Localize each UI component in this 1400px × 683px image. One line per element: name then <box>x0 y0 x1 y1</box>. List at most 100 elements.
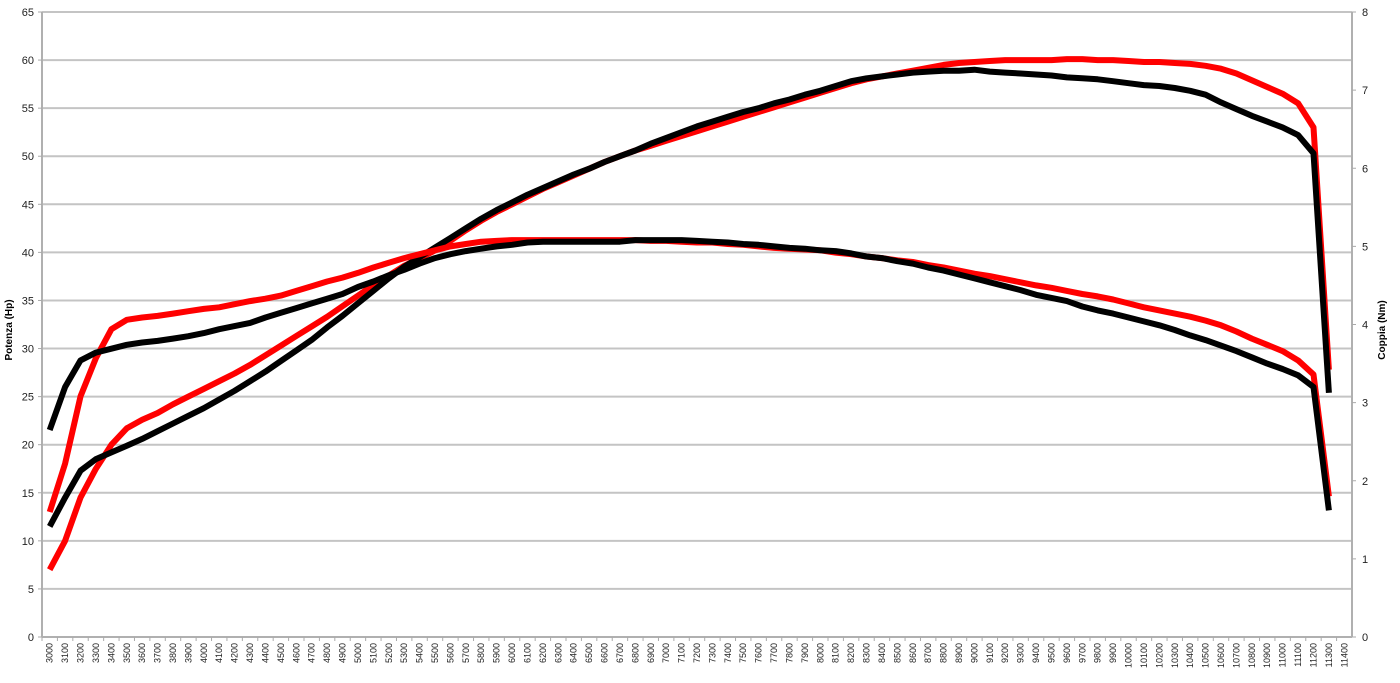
x-tick-label: 8400 <box>877 643 887 663</box>
x-tick-label: 5000 <box>353 643 363 663</box>
y-tick-label: 10 <box>22 536 34 548</box>
x-tick-label: 10300 <box>1170 643 1180 668</box>
y-tick-label: 50 <box>22 151 34 163</box>
x-tick-label: 6800 <box>630 643 640 663</box>
y2-tick-label: 3 <box>1362 398 1368 410</box>
x-tick-label: 5600 <box>445 643 455 663</box>
x-tick-label: 3900 <box>183 643 193 663</box>
x-tick-label: 4500 <box>276 643 286 663</box>
x-axis-ticks: 3000 3100 3200 3300 3400 3500 3600 3700 3800 3900… <box>41 637 1349 668</box>
x-tick-label: 10200 <box>1154 643 1164 668</box>
x-tick-label: 4100 <box>214 643 224 663</box>
x-tick-label: 6300 <box>553 643 563 663</box>
left-axis-ticks: 0 5 10 15 20 25 30 35 40 45 50 55 60 65 <box>22 7 42 644</box>
x-tick-label: 7500 <box>738 643 748 663</box>
x-tick-label: 9400 <box>1031 643 1041 663</box>
y2-tick-label: 0 <box>1362 632 1368 644</box>
x-tick-label: 7900 <box>800 643 810 663</box>
x-tick-label: 10400 <box>1185 643 1195 668</box>
x-tick-label: 8800 <box>939 643 949 663</box>
x-tick-label: 5800 <box>476 643 486 663</box>
x-tick-label: 6500 <box>584 643 594 663</box>
x-tick-label: 4000 <box>199 643 209 663</box>
power-line-black <box>47 66 1332 528</box>
x-tick-label: 9300 <box>1016 643 1026 663</box>
y-tick-label: 45 <box>22 199 34 211</box>
x-tick-label: 3800 <box>168 643 178 663</box>
x-tick-label: 6200 <box>538 643 548 663</box>
y-tick-label: 30 <box>22 344 34 356</box>
y-tick-label: 40 <box>22 247 34 259</box>
x-tick-label: 4200 <box>230 643 240 663</box>
x-tick-label: 8700 <box>923 643 933 663</box>
y2-tick-label: 7 <box>1362 85 1368 97</box>
x-tick-label: 10500 <box>1201 643 1211 668</box>
x-tick-label: 9000 <box>969 643 979 663</box>
x-tick-label: 5700 <box>461 643 471 663</box>
y2-tick-label: 1 <box>1362 554 1368 566</box>
y-tick-label: 20 <box>22 440 34 452</box>
x-tick-label: 10700 <box>1231 643 1241 668</box>
x-tick-label: 3600 <box>137 643 147 663</box>
x-tick-label: 6400 <box>569 643 579 663</box>
x-tick-label: 5900 <box>492 643 502 663</box>
y-tick-label: 65 <box>22 7 34 19</box>
x-tick-label: 5400 <box>415 643 425 663</box>
x-tick-label: 8200 <box>846 643 856 663</box>
x-tick-label: 11400 <box>1339 643 1349 667</box>
x-tick-label: 3400 <box>106 643 116 663</box>
y-tick-label: 0 <box>28 632 34 644</box>
x-tick-label: 5200 <box>384 643 394 663</box>
x-tick-label: 3300 <box>91 643 101 663</box>
x-tick-label: 5300 <box>399 643 409 663</box>
x-tick-label: 8000 <box>815 643 825 663</box>
y-tick-label: 5 <box>28 584 34 596</box>
power-line-red <box>47 56 1332 572</box>
torque-line-red <box>46 237 1332 513</box>
x-tick-label: 10600 <box>1216 643 1226 668</box>
x-tick-label: 5500 <box>430 643 440 663</box>
x-tick-label: 3100 <box>60 643 70 663</box>
x-tick-label: 8100 <box>831 643 841 663</box>
x-tick-label: 11200 <box>1308 643 1318 667</box>
x-tick-label: 6100 <box>522 643 532 663</box>
x-tick-label: 9600 <box>1062 643 1072 663</box>
x-tick-label: 11300 <box>1324 643 1334 667</box>
right-axis-ticks: 0 1 2 3 4 5 6 7 8 <box>1352 7 1368 644</box>
y-tick-label: 15 <box>22 488 34 500</box>
x-tick-label: 6000 <box>507 643 517 663</box>
x-tick-label: 10000 <box>1124 643 1134 668</box>
x-tick-label: 3200 <box>76 643 86 663</box>
y-tick-label: 35 <box>22 295 34 307</box>
x-tick-label: 10100 <box>1139 643 1149 668</box>
x-tick-label: 3000 <box>45 643 55 663</box>
right-axis-title: Coppia (Nm) <box>1377 300 1388 359</box>
x-tick-label: 4700 <box>307 643 317 663</box>
y-tick-label: 25 <box>22 392 34 404</box>
x-tick-label: 7600 <box>754 643 764 663</box>
x-tick-label: 7700 <box>769 643 779 663</box>
x-tick-label: 4300 <box>245 643 255 663</box>
x-tick-label: 11000 <box>1278 643 1288 667</box>
x-tick-label: 9100 <box>985 643 995 663</box>
x-tick-label: 3500 <box>122 643 132 663</box>
x-tick-label: 7200 <box>692 643 702 663</box>
x-tick-label: 5100 <box>368 643 378 663</box>
x-tick-label: 4800 <box>322 643 332 663</box>
x-tick-label: 9500 <box>1046 643 1056 663</box>
x-tick-label: 9700 <box>1077 643 1087 663</box>
x-tick-label: 11100 <box>1293 643 1303 667</box>
torque-line-black <box>46 237 1332 511</box>
x-tick-label: 4600 <box>291 643 301 663</box>
y2-tick-label: 4 <box>1362 320 1368 332</box>
x-tick-label: 4400 <box>260 643 270 663</box>
x-tick-label: 7100 <box>677 643 687 663</box>
x-tick-label: 8900 <box>954 643 964 663</box>
x-tick-label: 10800 <box>1247 643 1257 668</box>
series-lines <box>46 56 1332 572</box>
gridlines <box>42 11 1352 590</box>
x-tick-label: 8500 <box>892 643 902 663</box>
x-tick-label: 7800 <box>784 643 794 663</box>
y2-tick-label: 6 <box>1362 163 1368 175</box>
